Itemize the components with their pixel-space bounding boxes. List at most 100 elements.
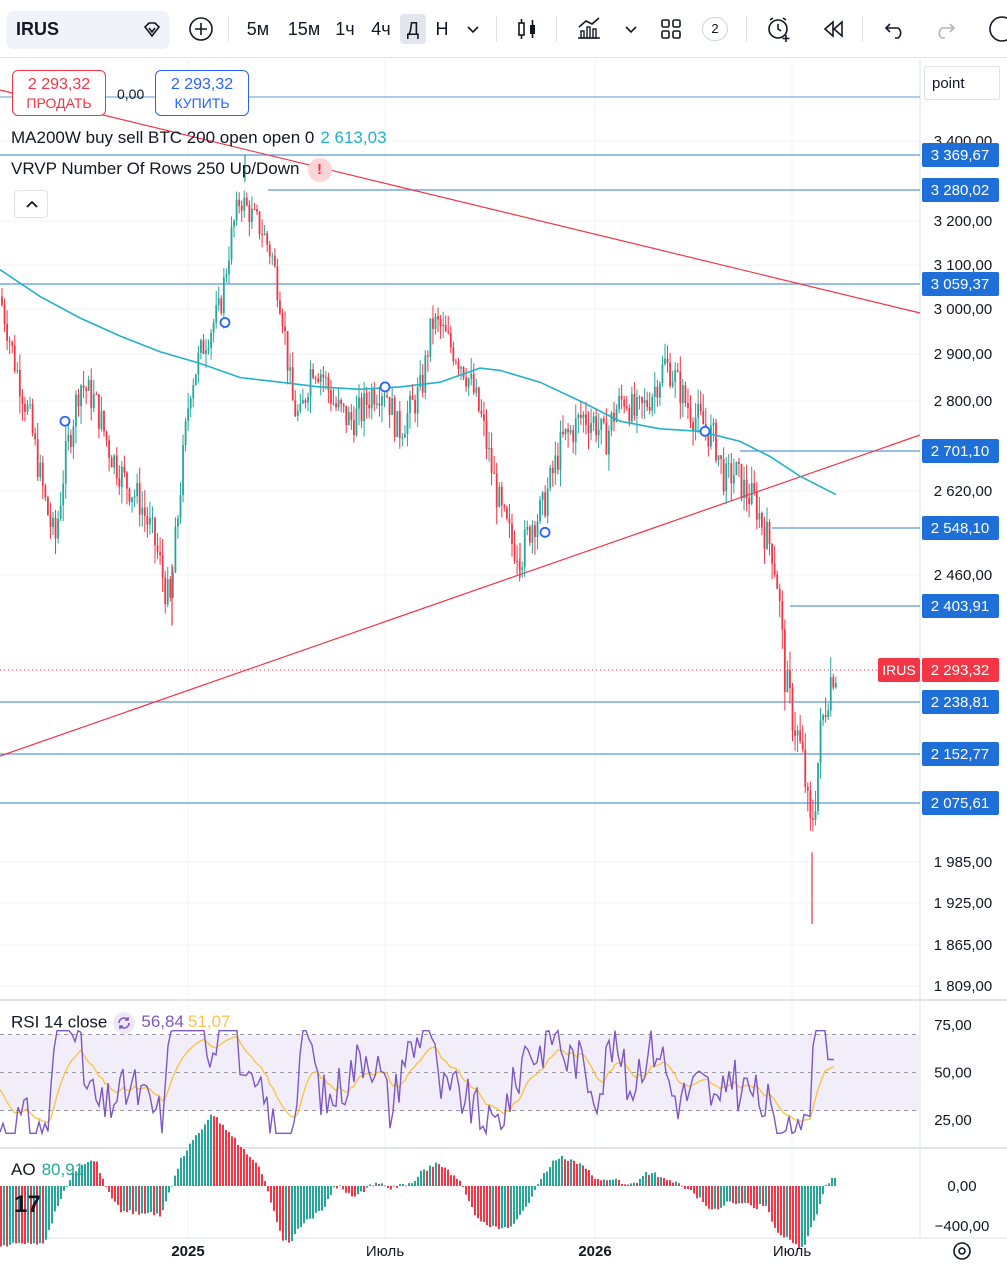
candle — [646, 400, 649, 408]
layouts-count-badge[interactable]: 2 — [702, 17, 728, 41]
ao-bar — [771, 1186, 773, 1222]
chevron-down-icon[interactable] — [616, 14, 646, 44]
trendline-ascending — [0, 434, 921, 757]
ao-bar — [147, 1186, 149, 1213]
candle — [13, 345, 16, 371]
ao-bar — [525, 1186, 527, 1207]
candle — [271, 255, 274, 257]
indicators-icon[interactable] — [574, 14, 604, 44]
candle — [187, 408, 190, 421]
candle — [534, 525, 536, 538]
sell-button[interactable]: 2 293,32 ПРОДАТЬ — [12, 70, 106, 116]
candle — [475, 387, 478, 393]
candle — [360, 397, 363, 422]
ao-bar — [519, 1186, 521, 1215]
candle — [131, 497, 133, 502]
price-chart[interactable]: 1 809,00 1 865,00 1 925,00 1 985,00 2 460,00… — [0, 60, 1007, 1280]
diamond-icon[interactable] — [140, 18, 164, 42]
candle — [6, 324, 8, 341]
replay-icon[interactable] — [818, 14, 848, 44]
ao-bar — [639, 1178, 641, 1186]
interval-day[interactable]: Д — [400, 14, 426, 44]
sell-price: 2 293,32 — [27, 76, 91, 93]
rsi-tick-label: 25,00 — [934, 1112, 972, 1129]
candle — [610, 412, 613, 431]
ao-bar — [342, 1186, 344, 1190]
ao-bar — [438, 1164, 440, 1186]
ao-legend[interactable]: AO 80,91 — [11, 1160, 84, 1180]
candle — [24, 403, 26, 412]
ao-bar — [753, 1186, 755, 1209]
level-price-tag — [922, 143, 999, 167]
ao-bar — [153, 1186, 155, 1216]
candle — [490, 447, 493, 473]
ao-bar — [315, 1186, 317, 1213]
interval-15m[interactable]: 15м — [287, 19, 321, 39]
ao-bar — [543, 1173, 545, 1186]
ao-bar — [423, 1169, 425, 1186]
candle — [508, 518, 511, 524]
undo-icon[interactable] — [880, 14, 910, 44]
ma-legend[interactable]: MA200W buy sell BTC 200 open open 0 2 613… — [11, 128, 387, 148]
candle — [284, 326, 286, 332]
ao-bar — [264, 1181, 266, 1186]
candle — [26, 405, 29, 412]
ao-bar — [390, 1186, 392, 1190]
candle — [503, 505, 506, 508]
candle — [133, 496, 136, 498]
layout-grid-icon[interactable] — [656, 14, 686, 44]
chevron-down-icon[interactable] — [458, 14, 488, 44]
ao-bar — [441, 1167, 443, 1186]
ao-legend-label: AO — [11, 1160, 36, 1179]
candle — [159, 551, 161, 556]
scale-mode-button[interactable]: point — [924, 66, 1000, 100]
alert-clock-icon[interactable] — [764, 14, 794, 44]
ao-bar — [330, 1186, 332, 1195]
redo-icon[interactable] — [930, 14, 960, 44]
symbol-search[interactable]: IRUS — [6, 11, 170, 49]
ao-bar — [828, 1183, 830, 1186]
buy-button[interactable]: 2 293,32 КУПИТЬ — [155, 70, 249, 116]
ao-bar — [393, 1185, 395, 1187]
interval-4h[interactable]: 4ч — [371, 19, 391, 39]
ao-bar — [36, 1186, 38, 1245]
candle — [633, 394, 636, 416]
candle — [57, 518, 59, 539]
warning-icon[interactable]: ! — [307, 158, 332, 182]
interval-5m[interactable]: 5м — [246, 19, 270, 39]
candles-icon[interactable] — [512, 14, 542, 44]
tradingview-logo: 17 — [14, 1191, 41, 1218]
account-icon[interactable] — [982, 14, 1007, 44]
rsi-legend[interactable]: RSI 14 close 56,84 51,07 — [11, 1012, 230, 1034]
candle — [442, 324, 445, 327]
candle — [92, 394, 95, 409]
ao-bar — [501, 1186, 503, 1229]
symbol-name[interactable]: IRUS — [16, 19, 60, 39]
price-tick-label: 2 900,00 — [934, 346, 992, 363]
ao-bar — [204, 1124, 206, 1186]
collapse-legend-button[interactable] — [14, 190, 48, 218]
ao-bar — [375, 1182, 377, 1186]
ao-bar — [807, 1186, 809, 1237]
trendlines — [0, 89, 921, 757]
vrvp-legend[interactable]: VRVP Number Of Rows 250 Up/Down! — [11, 158, 332, 182]
signal-marker — [219, 317, 231, 328]
candle — [296, 411, 299, 416]
candle — [98, 394, 100, 429]
interval-1h[interactable]: 1ч — [335, 19, 355, 39]
ao-bar — [582, 1165, 584, 1186]
ao-bar — [249, 1156, 251, 1186]
ao-bar — [762, 1186, 764, 1206]
candle — [745, 479, 748, 499]
ao-bar — [186, 1150, 188, 1186]
candle — [697, 403, 700, 418]
interval-week[interactable]: Н — [435, 19, 449, 39]
settings-icon[interactable] — [953, 1242, 971, 1260]
ao-bar — [456, 1178, 458, 1186]
refresh-icon[interactable] — [113, 1012, 136, 1034]
candle — [455, 361, 457, 363]
add-symbol-icon[interactable] — [186, 14, 216, 44]
price-tick-label: 3 000,00 — [934, 301, 992, 318]
ao-bar — [33, 1186, 35, 1244]
price-tick-label: 2 460,00 — [934, 567, 992, 584]
